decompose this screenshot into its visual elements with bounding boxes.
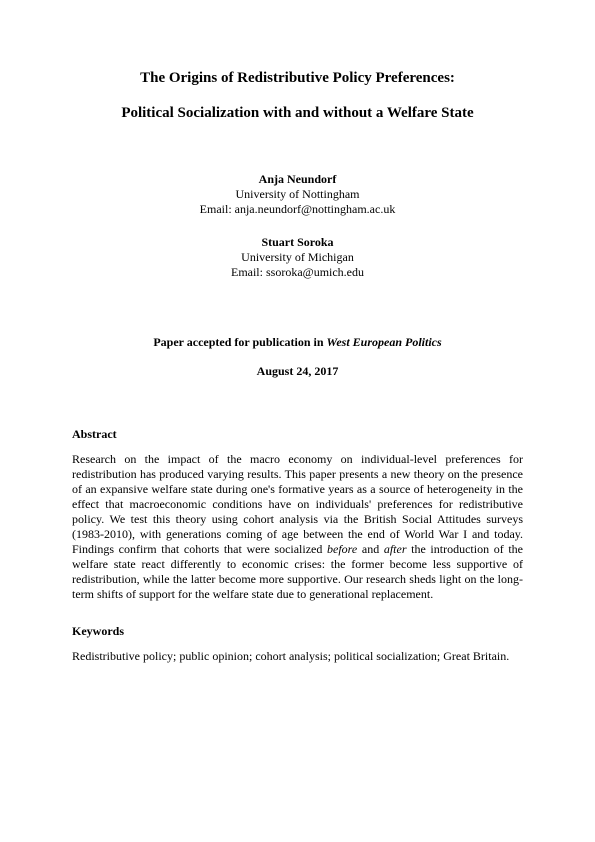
author-affiliation: University of Michigan: [72, 250, 523, 265]
abstract-italic-before: before: [327, 542, 357, 556]
keywords-heading: Keywords: [72, 624, 523, 639]
paper-page: The Origins of Redistributive Policy Pre…: [0, 0, 595, 724]
abstract-text-mid: and: [357, 542, 384, 556]
publication-prefix: Paper accepted for publication in: [153, 335, 326, 349]
paper-title-line1: The Origins of Redistributive Policy Pre…: [72, 70, 523, 87]
abstract-text-part1: Research on the impact of the macro econ…: [72, 452, 523, 556]
author-name: Stuart Soroka: [72, 235, 523, 250]
author-email: Email: ssoroka@umich.edu: [72, 265, 523, 280]
abstract-body: Research on the impact of the macro econ…: [72, 452, 523, 602]
author-affiliation: University of Nottingham: [72, 187, 523, 202]
publication-note: Paper accepted for publication in West E…: [72, 335, 523, 350]
abstract-heading: Abstract: [72, 427, 523, 442]
publication-journal: West European Politics: [327, 335, 442, 349]
author-email: Email: anja.neundorf@nottingham.ac.uk: [72, 202, 523, 217]
author-block-2: Stuart Soroka University of Michigan Ema…: [72, 235, 523, 280]
author-name: Anja Neundorf: [72, 172, 523, 187]
author-block-1: Anja Neundorf University of Nottingham E…: [72, 172, 523, 217]
publication-date: August 24, 2017: [72, 364, 523, 379]
keywords-body: Redistributive policy; public opinion; c…: [72, 649, 523, 664]
paper-title-line2: Political Socialization with and without…: [72, 105, 523, 122]
abstract-italic-after: after: [384, 542, 407, 556]
